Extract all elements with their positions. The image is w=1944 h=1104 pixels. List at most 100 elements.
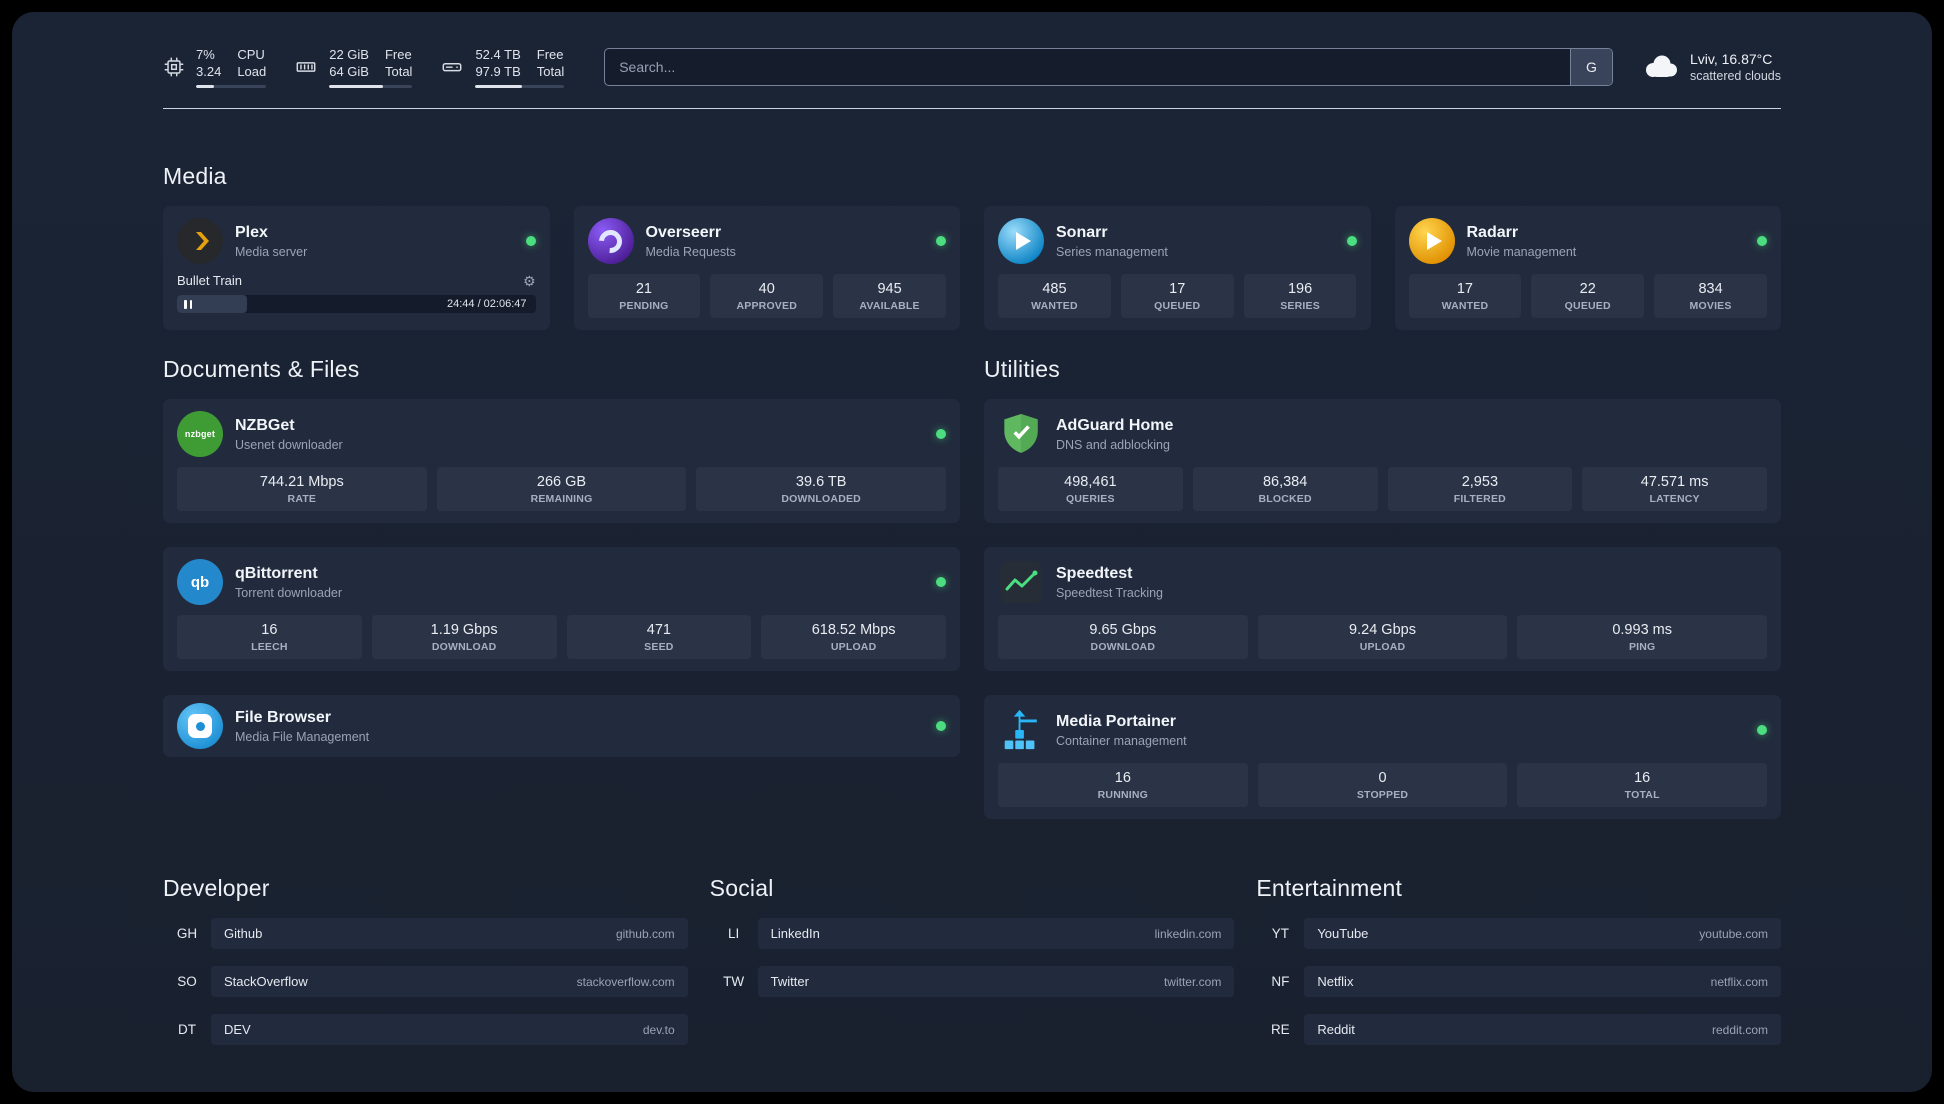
speedtest-icon: [998, 559, 1044, 605]
bookmark-stackoverflow[interactable]: SO StackOverflow stackoverflow.com: [163, 966, 688, 998]
section-entertainment: Entertainment YT YouTube youtube.com NF …: [1256, 875, 1781, 1062]
service-name: Plex: [235, 224, 268, 242]
weather-condition: scattered clouds: [1689, 69, 1781, 84]
stat-value: 17: [1456, 281, 1473, 298]
status-dot: [525, 236, 536, 247]
status-dot: [1346, 236, 1357, 247]
bookmark-github[interactable]: GH Github github.com: [163, 918, 688, 950]
service-card-plex[interactable]: Plex Media server Bullet Train ⚙: [163, 206, 550, 331]
stat-blocked: 86,384 BLOCKED: [1192, 467, 1378, 512]
service-card-portainer[interactable]: Media Portainer Container management 16 …: [984, 695, 1781, 820]
gear-icon[interactable]: ⚙: [522, 272, 536, 289]
stat-value: 834: [1698, 281, 1723, 298]
stat-label: WANTED: [1031, 300, 1078, 313]
bookmark-linkedin[interactable]: LI LinkedIn linkedin.com: [710, 918, 1235, 950]
bookmark-abbr: NF: [1271, 974, 1290, 990]
service-card-sonarr[interactable]: Sonarr Series management 485 WANTED 17 Q…: [984, 206, 1371, 331]
service-subtitle: Torrent downloader: [235, 586, 343, 601]
bookmark-name: YouTube: [1317, 926, 1369, 942]
service-card-filebrowser[interactable]: File Browser Media File Management: [163, 695, 960, 758]
bookmark-twitter[interactable]: TW Twitter twitter.com: [710, 966, 1235, 998]
stat-label: AVAILABLE: [859, 300, 920, 313]
stat-label: APPROVED: [736, 300, 797, 313]
stat-label: QUERIES: [1066, 493, 1115, 506]
cpu-icon: [163, 56, 185, 78]
overseerr-icon: [587, 218, 634, 265]
memory-labels: Free Total: [385, 46, 412, 80]
bookmarks-grid: Developer GH Github github.com SO StackO…: [163, 875, 1781, 1082]
bookmark-name: DEV: [224, 1022, 251, 1038]
pause-icon[interactable]: [184, 299, 187, 309]
stat-running: 16 RUNNING: [998, 763, 1248, 808]
free-label: Free: [536, 47, 564, 62]
bookmark-domain: youtube.com: [1699, 926, 1768, 941]
stat-value: 485: [1042, 281, 1067, 298]
media-grid: Plex Media server Bullet Train ⚙: [163, 206, 1781, 331]
service-name: File Browser: [235, 709, 332, 727]
playback-progress-bar[interactable]: 24:44 / 02:06:47: [177, 295, 536, 314]
search-provider-button[interactable]: G: [1569, 49, 1612, 86]
status-dot: [936, 721, 946, 732]
stat-value: 9.24 Gbps: [1349, 622, 1416, 639]
stat-label: SERIES: [1280, 300, 1320, 313]
stat-stopped: 0 STOPPED: [1257, 763, 1508, 808]
service-card-nzbget[interactable]: nzbget NZBGet Usenet downloader 744.21 M…: [163, 399, 960, 524]
pause-icon[interactable]: [189, 299, 192, 309]
bookmark-reddit[interactable]: RE Reddit reddit.com: [1256, 1014, 1781, 1046]
stat-wanted: 17 WANTED: [1408, 274, 1522, 319]
stat-value: 618.52 Mbps: [811, 622, 896, 639]
section-title-developer: Developer: [163, 875, 270, 902]
cpu-usage-percent: 7%: [196, 47, 215, 62]
stat-label: DOWNLOAD: [1090, 641, 1156, 654]
stat-remaining: 266 GB REMAINING: [436, 467, 687, 512]
stat-value: 47.571 ms: [1640, 474, 1709, 491]
service-card-radarr[interactable]: Radarr Movie management 17 WANTED 22 QUE…: [1394, 206, 1781, 331]
sonarr-icon: [998, 218, 1044, 265]
stat-label: RUNNING: [1097, 789, 1149, 802]
stat-available: 945 AVAILABLE: [833, 274, 946, 319]
bookmark-netflix[interactable]: NF Netflix netflix.com: [1256, 966, 1781, 998]
service-name: Overseerr: [645, 224, 722, 242]
topbar-divider: [163, 108, 1781, 110]
stat-filtered: 2,953 FILTERED: [1387, 467, 1573, 512]
service-subtitle: DNS and adblocking: [1056, 438, 1170, 453]
weather-location: Lviv, 16.87°C: [1689, 51, 1773, 68]
service-subtitle: Container management: [1056, 734, 1187, 749]
adguard-icon: [998, 411, 1044, 457]
service-name: AdGuard Home: [1056, 417, 1174, 435]
bookmark-abbr: DT: [178, 1022, 196, 1038]
bookmark-domain: twitter.com: [1163, 974, 1222, 989]
stat-queries: 498,461 QUERIES: [998, 467, 1183, 512]
section-documents: Documents & Files nzbget NZBGet Usenet d…: [163, 356, 960, 819]
bookmark-dev[interactable]: DT DEV dev.to: [163, 1014, 688, 1046]
stat-value: 471: [646, 622, 671, 639]
stat-value: 86,384: [1262, 474, 1308, 491]
service-card-qbittorrent[interactable]: qb qBittorrent Torrent downloader 16: [163, 547, 960, 672]
bookmark-youtube[interactable]: YT YouTube youtube.com: [1256, 918, 1781, 950]
disk-total-value: 97.9 TB: [475, 64, 521, 80]
service-name: Media Portainer: [1056, 713, 1177, 731]
status-dot: [936, 429, 946, 440]
service-name: qBittorrent: [235, 565, 318, 583]
search-input[interactable]: [605, 49, 1570, 86]
stat-upload: 618.52 Mbps UPLOAD: [761, 615, 946, 660]
bookmark-abbr: TW: [723, 974, 745, 990]
service-card-adguard[interactable]: AdGuard Home DNS and adblocking 498,461 …: [984, 399, 1781, 524]
stat-label: STOPPED: [1356, 789, 1409, 802]
bookmark-name: LinkedIn: [770, 926, 820, 942]
section-title-entertainment: Entertainment: [1256, 875, 1403, 902]
service-card-speedtest[interactable]: Speedtest Speedtest Tracking 9.65 Gbps D…: [984, 547, 1781, 672]
stat-value: 16: [261, 622, 278, 639]
service-name: NZBGet: [235, 417, 295, 435]
service-name: Sonarr: [1056, 224, 1108, 242]
stat-total: 16 TOTAL: [1517, 763, 1768, 808]
stat-queued: 22 QUEUED: [1531, 274, 1645, 319]
stat-label: FILTERED: [1453, 493, 1506, 506]
service-card-overseerr[interactable]: Overseerr Media Requests 21 PENDING 40 A…: [573, 206, 960, 331]
disk-icon: [440, 56, 464, 78]
stat-download: 1.19 Gbps DOWNLOAD: [371, 615, 557, 660]
stat-wanted: 485 WANTED: [998, 274, 1111, 319]
bookmark-name: Netflix: [1317, 974, 1354, 990]
bookmark-name: Reddit: [1317, 1022, 1355, 1038]
bookmark-abbr: GH: [176, 926, 198, 942]
